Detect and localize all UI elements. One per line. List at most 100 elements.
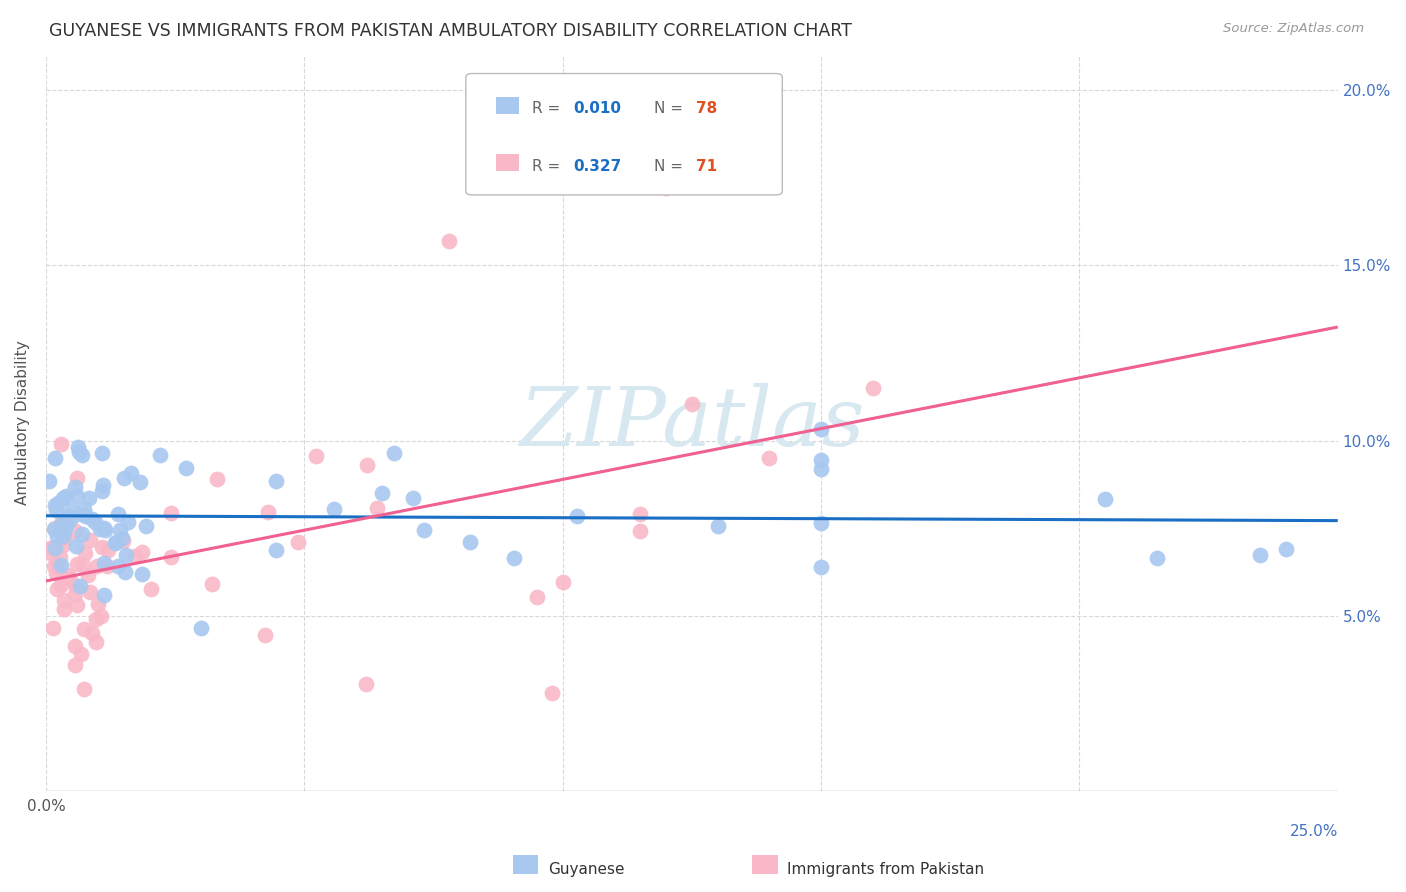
Point <box>42 541 65 555</box>
Point <box>45 582 67 596</box>
Point <box>42 522 65 536</box>
Point <box>104 536 127 550</box>
Point <box>49 558 72 572</box>
Point <box>93 520 115 534</box>
Point <box>53 522 76 536</box>
Point <box>90 483 112 498</box>
Point <box>551 574 574 589</box>
Point <box>73 501 96 516</box>
Point <box>53 530 76 544</box>
Point <box>110 523 132 537</box>
Point <box>628 507 651 521</box>
Point <box>94 523 117 537</box>
Point <box>66 557 89 571</box>
Text: ZIPatlas: ZIPatlas <box>519 383 865 463</box>
Point <box>65 539 87 553</box>
Point <box>402 491 425 505</box>
Text: 78: 78 <box>696 102 717 116</box>
Point <box>80 512 103 526</box>
Point <box>412 523 434 537</box>
Point <box>66 471 89 485</box>
Text: 25.0%: 25.0% <box>1289 824 1337 839</box>
Point <box>354 677 377 691</box>
Point <box>91 541 114 555</box>
Point <box>49 518 72 533</box>
Point <box>67 444 90 458</box>
FancyBboxPatch shape <box>465 73 782 195</box>
Point <box>82 626 104 640</box>
Point <box>96 558 118 573</box>
Point <box>120 466 142 480</box>
Point <box>51 436 73 450</box>
Point <box>46 529 69 543</box>
Point <box>371 486 394 500</box>
Point <box>55 509 77 524</box>
Point <box>63 657 86 672</box>
Point <box>75 546 97 560</box>
Point <box>44 541 66 555</box>
Point <box>53 516 76 530</box>
Point <box>86 612 108 626</box>
Point <box>253 628 276 642</box>
Point <box>160 549 183 564</box>
Point <box>83 515 105 529</box>
Point <box>114 548 136 562</box>
Point <box>107 508 129 522</box>
Point <box>89 522 111 536</box>
Point <box>129 475 152 489</box>
Point <box>70 448 93 462</box>
Point <box>264 474 287 488</box>
Point <box>1146 551 1168 566</box>
Point <box>107 558 129 573</box>
Point <box>46 496 69 510</box>
Point <box>149 448 172 462</box>
Point <box>1249 548 1271 562</box>
Point <box>131 567 153 582</box>
Text: R =: R = <box>531 159 565 174</box>
Point <box>63 587 86 601</box>
Point <box>84 634 107 648</box>
Point <box>111 532 134 546</box>
Point <box>51 570 73 584</box>
Point <box>93 588 115 602</box>
Point <box>42 621 65 635</box>
Point <box>111 533 134 548</box>
Point <box>117 515 139 529</box>
Point <box>322 502 344 516</box>
Point <box>160 506 183 520</box>
Point <box>810 516 832 530</box>
Point <box>60 503 83 517</box>
Point <box>53 602 76 616</box>
Point <box>256 505 278 519</box>
Point <box>52 526 75 541</box>
Point <box>65 639 87 653</box>
Point <box>502 551 524 566</box>
Point <box>45 566 67 581</box>
Point <box>51 514 73 528</box>
Point <box>86 558 108 573</box>
Point <box>264 543 287 558</box>
Point <box>366 500 388 515</box>
Point <box>52 491 75 505</box>
Text: N =: N = <box>654 159 689 174</box>
Point <box>60 510 83 524</box>
Point <box>205 472 228 486</box>
Point <box>176 461 198 475</box>
Point <box>59 572 82 586</box>
Text: Immigrants from Pakistan: Immigrants from Pakistan <box>787 863 984 877</box>
Point <box>458 534 481 549</box>
Point <box>1094 491 1116 506</box>
Point <box>77 491 100 505</box>
Point <box>79 585 101 599</box>
Text: 0.010: 0.010 <box>574 102 621 116</box>
Point <box>44 498 66 512</box>
Point <box>39 541 62 555</box>
Point <box>38 474 60 488</box>
Point <box>52 529 75 543</box>
Point <box>39 546 62 560</box>
Point <box>73 682 96 697</box>
Point <box>655 181 678 195</box>
Point <box>44 450 66 465</box>
Point <box>437 234 460 248</box>
Point <box>111 532 134 546</box>
